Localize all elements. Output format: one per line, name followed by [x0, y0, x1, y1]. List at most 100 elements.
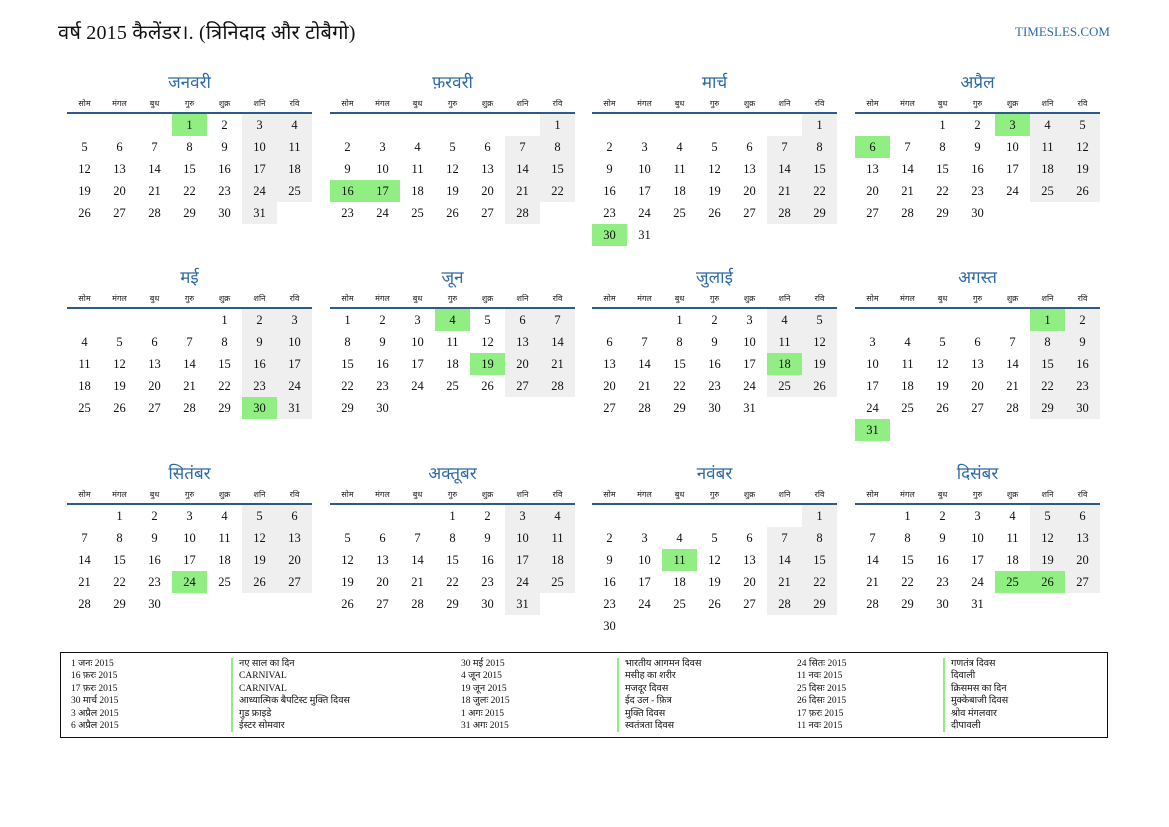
holiday-legend: 1 जनः 2015 16 फ़रः 2015 17 फ़रः 2015 30 मार…	[60, 652, 1108, 738]
days-grid: 1 2 3 4 5 6 7 8 9 10 11 12 13 14 15 16 17 18 19 20 21 22 23 24 2…	[330, 114, 575, 224]
weekday-header: सोम मंगल बुध गुरु शुक्र शनि रवि	[592, 291, 837, 309]
day-cell: 21	[411, 575, 424, 589]
day-cell: 21	[540, 353, 575, 375]
weekday-label: शुक्र	[743, 490, 756, 499]
day-cell: 31	[855, 419, 890, 441]
day-cell: 17	[971, 553, 984, 567]
empty-cell	[592, 505, 627, 527]
day-cell: 16	[971, 162, 984, 176]
day-cell: 15	[446, 553, 459, 567]
day-cell: 30	[1065, 397, 1100, 419]
empty-cell	[400, 505, 435, 527]
day-cell: 10	[411, 335, 424, 349]
day-cell: 21	[148, 184, 161, 198]
day-cell: 6	[379, 531, 386, 545]
day-cell: 1	[172, 114, 207, 136]
day-cell: 21	[767, 571, 802, 593]
day-cell: 15	[540, 158, 575, 180]
weekday-label: शुक्र	[1006, 294, 1019, 303]
day-cell: 15	[1030, 353, 1065, 375]
weekday-label: शनि	[1041, 294, 1054, 303]
day-cell: 31	[743, 401, 756, 415]
empty-cell	[662, 505, 697, 527]
day-cell: 24	[971, 575, 984, 589]
day-cell: 7	[904, 140, 911, 154]
day-cell: 24	[411, 379, 424, 393]
empty-cell	[365, 505, 400, 527]
day-cell: 27	[743, 597, 756, 611]
day-cell: 13	[113, 162, 126, 176]
month-calendar: जून सोम मंगल बुध गुरु शुक्र शनि रवि 1 2 3 4 5 6 7 8 9 10 1…	[330, 267, 575, 419]
legend-holiday-name: गणतंत्र दिवस	[951, 659, 996, 669]
day-cell: 15	[183, 162, 196, 176]
day-cell: 14	[767, 158, 802, 180]
days-grid: 1 2 3 4 5 6 7 8 9 10 11 12 13 14 15 16 17 18 19 20 21 22 23 24 2…	[855, 309, 1100, 441]
day-cell: 29	[218, 401, 231, 415]
day-cell: 25	[277, 180, 312, 202]
month-calendar: नवंबर सोम मंगल बुध गुरु शुक्र शनि रवि 1 2 3 4 5 6 7 8 9 1…	[592, 463, 837, 637]
site-link[interactable]: TIMESLES.COM	[1015, 24, 1110, 39]
month-calendar: मार्च सोम मंगल बुध गुरु शुक्र शनि रवि 1 2 3 4 5 6 7 8 9 1…	[592, 72, 837, 246]
weekday-label: मंगल	[112, 490, 127, 499]
day-cell: 8	[904, 531, 911, 545]
legend-holiday-name: गुड फ्राइडे	[239, 708, 272, 719]
day-cell: 5	[939, 335, 946, 349]
legend-dates: 1 जनः 2015 16 फ़रः 2015 17 फ़रः 2015 30 मार…	[71, 658, 211, 732]
day-cell: 5	[449, 140, 456, 154]
day-cell: 5	[242, 505, 277, 527]
day-cell: 11	[218, 531, 231, 545]
weekday-header: सोम मंगल बुध गुरु शुक्र शनि रवि	[855, 291, 1100, 309]
day-cell: 20	[1065, 549, 1100, 571]
day-cell: 11	[673, 162, 686, 176]
day-cell: 28	[148, 206, 161, 220]
weekday-label: मंगल	[637, 490, 652, 499]
legend-holiday-name: क्रिसमस का दिन	[951, 683, 1007, 694]
weekday-header: सोम मंगल बुध गुरु शुक्र शनि रवि	[330, 291, 575, 309]
day-cell: 3	[641, 140, 648, 154]
day-cell: 19	[802, 353, 837, 375]
legend-names: गणतंत्र दिवस दिवाली क्रिसमस का दिन मुक्केबा…	[943, 658, 1008, 733]
weekday-label: बुध	[149, 490, 160, 499]
weekday-label: मंगल	[637, 99, 652, 108]
day-cell: 28	[638, 401, 651, 415]
legend-holiday-name: ईद उल - फ़ित्र	[625, 696, 672, 707]
day-cell: 15	[802, 158, 837, 180]
day-cell: 11	[411, 162, 424, 176]
day-cell: 10	[505, 527, 540, 549]
day-cell: 16	[936, 553, 949, 567]
day-cell: 24	[638, 206, 651, 220]
day-cell: 4	[767, 309, 802, 331]
day-cell: 20	[603, 379, 616, 393]
empty-cell	[67, 505, 102, 527]
weekday-label: गुरु	[184, 99, 195, 108]
day-cell: 5	[81, 140, 88, 154]
legend-date: 24 सितः 2015	[797, 659, 847, 669]
legend-holiday-name: CARNIVAL	[239, 683, 287, 694]
day-cell: 1	[1030, 309, 1065, 331]
empty-cell	[662, 114, 697, 136]
day-cell: 22	[540, 180, 575, 202]
day-cell: 24	[1006, 184, 1019, 198]
weekday-label: सोम	[866, 490, 879, 499]
day-cell: 26	[481, 379, 494, 393]
day-cell: 16	[603, 575, 616, 589]
month-calendar: अक्तूबर सोम मंगल बुध गुरु शुक्र शनि रवि 1 2 3 4 5 6 7 8…	[330, 463, 575, 615]
month-name: अगस्त	[958, 268, 997, 287]
day-cell: 13	[743, 553, 756, 567]
day-cell: 24	[743, 379, 756, 393]
day-cell: 10	[277, 331, 312, 353]
day-cell: 4	[81, 335, 88, 349]
day-cell: 23	[148, 575, 161, 589]
empty-cell	[102, 309, 137, 331]
day-cell: 30	[592, 224, 627, 246]
day-cell: 31	[638, 228, 651, 242]
weekday-label: सोम	[603, 99, 616, 108]
month-calendar: फ़रवरी सोम मंगल बुध गुरु शुक्र शनि रवि 1 2 3 4 5 6 7 8 9…	[330, 72, 575, 224]
day-cell: 18	[673, 184, 686, 198]
day-cell: 5	[711, 531, 718, 545]
weekday-label: शनि	[516, 294, 529, 303]
day-cell: 9	[344, 162, 351, 176]
weekday-label: सोम	[78, 294, 91, 303]
weekday-label: गुरु	[709, 99, 720, 108]
weekday-label: मंगल	[112, 294, 127, 303]
